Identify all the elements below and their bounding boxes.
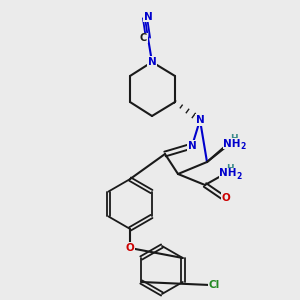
- Text: N: N: [196, 115, 204, 125]
- Text: N: N: [144, 11, 152, 22]
- Text: Cl: Cl: [209, 280, 220, 290]
- Text: O: O: [126, 243, 134, 253]
- Text: H: H: [230, 134, 237, 142]
- Text: NH: NH: [223, 139, 241, 148]
- Text: O: O: [221, 193, 230, 203]
- Text: C: C: [140, 33, 147, 43]
- Text: NH: NH: [219, 169, 237, 178]
- Text: N: N: [188, 141, 196, 151]
- Text: 2: 2: [237, 172, 242, 181]
- Text: H: H: [226, 164, 233, 172]
- Text: N: N: [148, 57, 156, 67]
- Text: 2: 2: [241, 142, 246, 151]
